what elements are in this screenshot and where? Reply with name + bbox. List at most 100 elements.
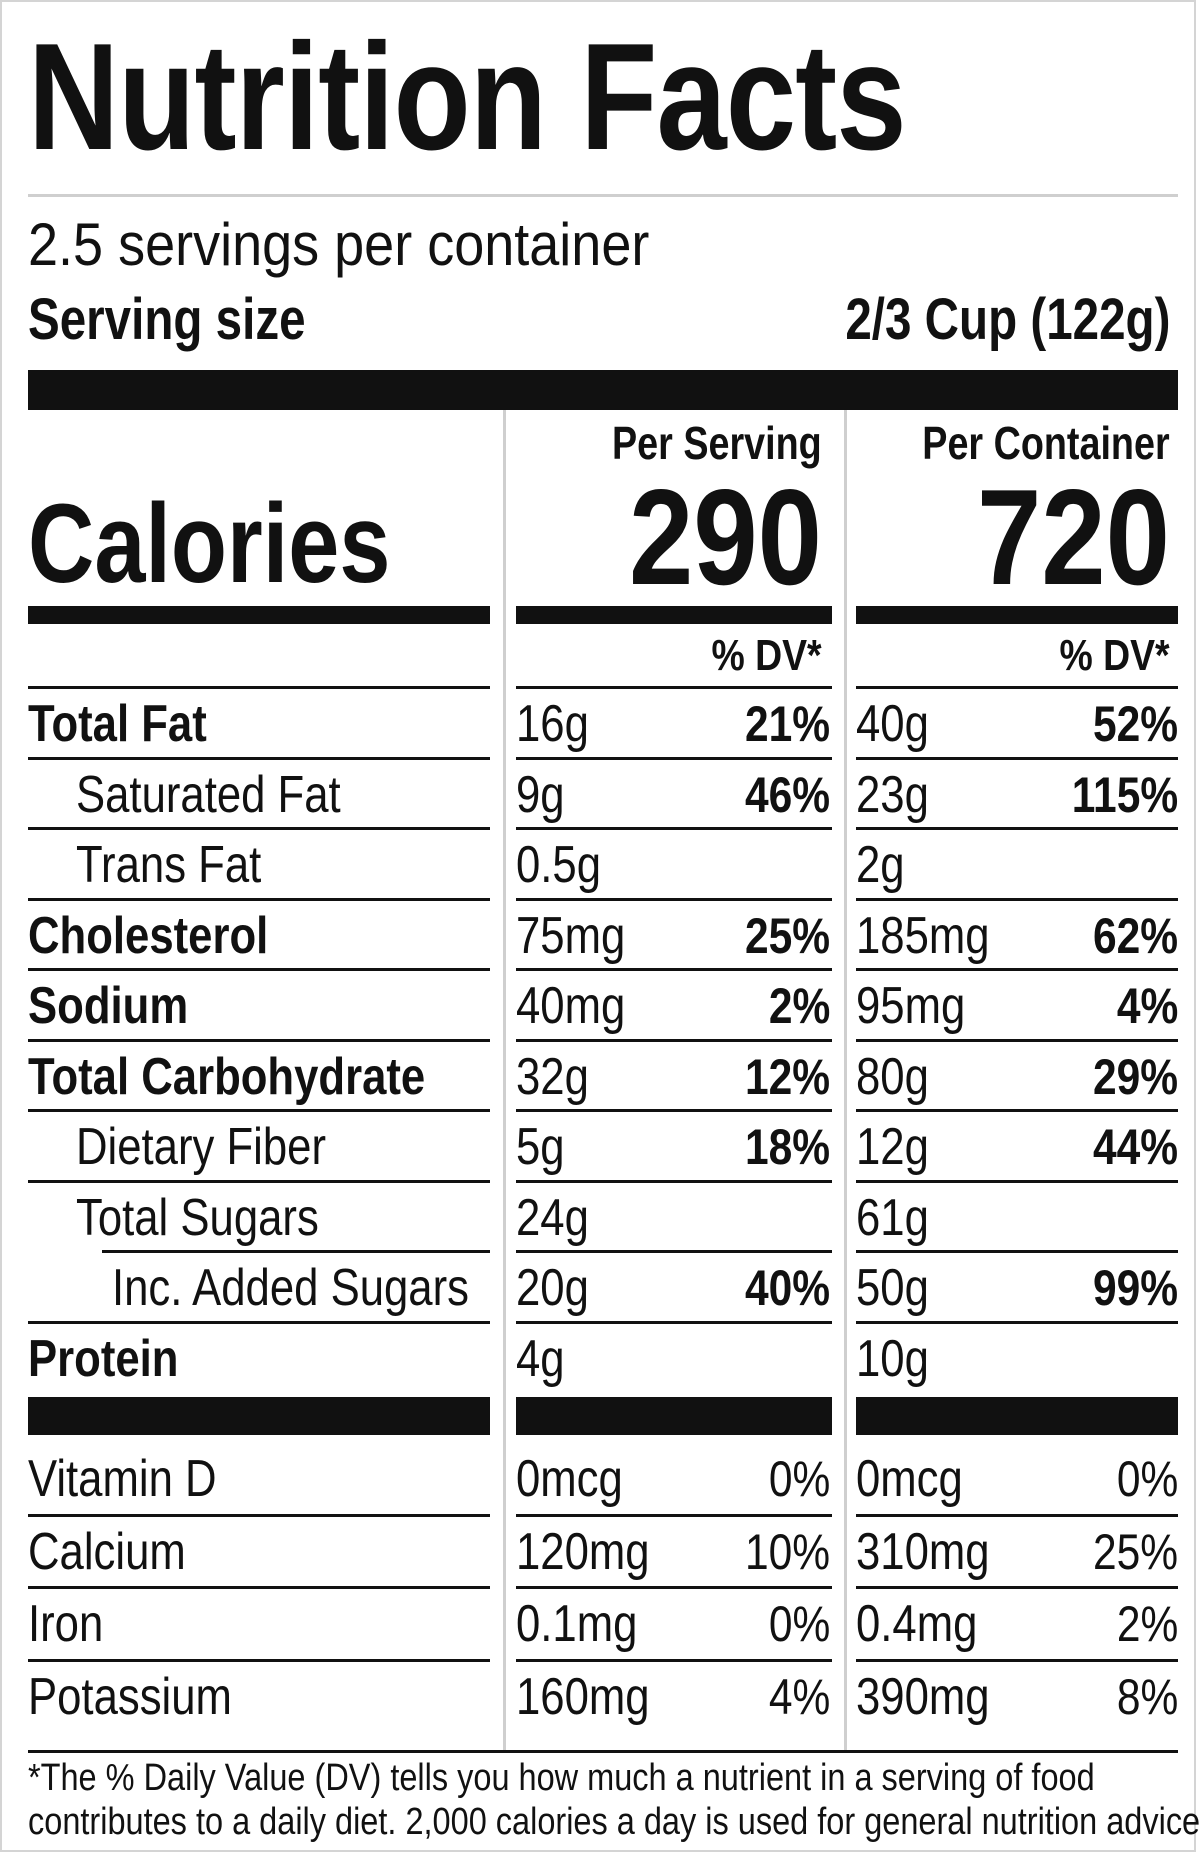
- row-divider-serving: [516, 1320, 832, 1324]
- row-divider-serving: [516, 1658, 832, 1662]
- footnote-line: contributes to a daily diet. 2,000 calor…: [28, 1801, 1200, 1843]
- container-amount: 0.4mg: [856, 1595, 978, 1653]
- nutrient-label: Saturated Fat: [76, 765, 341, 824]
- row-divider-serving: [516, 1109, 832, 1112]
- serving-daily-value: 46%: [744, 766, 830, 823]
- row-divider-serving: [516, 1586, 832, 1589]
- row-divider-serving: [516, 1250, 832, 1253]
- nutrient-row: Inc. Added Sugars 20g 40% 50g 99%: [2, 1254, 1200, 1323]
- row-divider-label: [28, 897, 490, 901]
- nutrient-label: Cholesterol: [28, 906, 269, 965]
- row-divider-serving: [516, 1179, 832, 1183]
- vitamin-label: Vitamin D: [28, 1450, 217, 1508]
- row-divider-label: [28, 756, 490, 760]
- row-divider-container: [856, 1586, 1178, 1589]
- row-divider-container: [856, 1250, 1178, 1253]
- nutrient-label: Inc. Added Sugars: [112, 1259, 469, 1317]
- column-separator-left: [503, 410, 506, 1750]
- serving-amount: 9g: [516, 765, 565, 824]
- serving-daily-value: 12%: [744, 1048, 830, 1105]
- container-amount: 12g: [856, 1118, 929, 1176]
- row-divider-serving: [516, 1513, 832, 1517]
- container-daily-value: 25%: [1092, 1523, 1178, 1580]
- container-daily-value: 2%: [1116, 1596, 1178, 1652]
- serving-size-label: Serving size: [28, 287, 306, 352]
- column-separator-right: [844, 410, 847, 1750]
- row-divider-container: [856, 756, 1178, 760]
- serving-amount: 40mg: [516, 977, 626, 1035]
- row-divider-container: [856, 1320, 1178, 1324]
- container-daily-value: 99%: [1092, 1260, 1178, 1316]
- nutrient-row: Dietary Fiber 5g 18% 12g 44%: [2, 1113, 1200, 1182]
- nutrient-row: Total Fat 16g 21% 40g 52%: [2, 690, 1200, 759]
- container-amount: 390mg: [856, 1667, 990, 1726]
- footnote-line: *The % Daily Value (DV) tells you how mu…: [28, 1757, 1095, 1799]
- serving-amount: 120mg: [516, 1522, 650, 1581]
- nutrient-row: Sodium 40mg 2% 95mg 4%: [2, 972, 1200, 1041]
- container-daily-value: 52%: [1092, 696, 1178, 752]
- serving-daily-value: 4%: [768, 1668, 830, 1725]
- row-divider-label: [28, 1109, 490, 1112]
- serving-amount: 32g: [516, 1047, 589, 1106]
- vitamin-row: Calcium 120mg 10% 310mg 25%: [2, 1518, 1200, 1587]
- container-daily-value: 115%: [1071, 766, 1178, 823]
- nutrient-label: Total Fat: [28, 695, 207, 753]
- container-daily-value: 62%: [1092, 907, 1178, 964]
- servings-per-container: 2.5 servings per container: [28, 211, 650, 278]
- row-divider-container: [856, 1109, 1178, 1112]
- footnote-divider: [28, 1750, 1178, 1753]
- serving-amount: 5g: [516, 1118, 565, 1176]
- serving-size-value: 2/3 Cup (122g): [844, 287, 1170, 352]
- container-amount: 10g: [856, 1329, 929, 1388]
- row-divider-container: [856, 1179, 1178, 1183]
- footnote: *The % Daily Value (DV) tells you how mu…: [28, 1756, 1200, 1844]
- row-divider-container: [856, 1513, 1178, 1517]
- row-divider-label: [28, 968, 490, 971]
- vitamin-section-bar: [516, 1397, 832, 1435]
- vitamin-row: Vitamin D 0mcg 0% 0mcg 0%: [2, 1445, 1200, 1514]
- nutrient-row: Protein 4g 10g: [2, 1325, 1200, 1394]
- serving-amount: 20g: [516, 1259, 589, 1317]
- serving-daily-value: 40%: [744, 1260, 830, 1316]
- row-divider-container: [856, 1658, 1178, 1662]
- row-divider-label: [28, 686, 490, 689]
- vitamin-section-bar: [856, 1397, 1178, 1435]
- container-amount: 23g: [856, 765, 929, 824]
- serving-amount: 160mg: [516, 1667, 650, 1726]
- serving-daily-value: 0%: [768, 1596, 830, 1652]
- nutrient-label: Protein: [28, 1329, 179, 1388]
- row-divider-label: [28, 1586, 490, 1589]
- row-divider-container: [856, 1038, 1178, 1042]
- serving-amount: 0.1mg: [516, 1595, 638, 1653]
- nutrient-label: Dietary Fiber: [76, 1118, 327, 1176]
- serving-daily-value: 2%: [768, 978, 830, 1034]
- vitamin-section-bar: [28, 1397, 490, 1435]
- container-amount: 310mg: [856, 1522, 990, 1581]
- calories-per-serving: 290: [629, 461, 822, 613]
- container-amount: 61g: [856, 1188, 929, 1247]
- row-divider-container: [856, 827, 1178, 830]
- serving-amount: 0.5g: [516, 836, 602, 894]
- container-amount: 0mcg: [856, 1450, 963, 1508]
- container-daily-value: 44%: [1092, 1119, 1178, 1175]
- container-daily-value: 0%: [1116, 1451, 1178, 1507]
- nutrient-label: Total Carbohydrate: [28, 1047, 426, 1106]
- calories-bar-serving: [516, 606, 832, 624]
- container-amount: 185mg: [856, 906, 990, 965]
- serving-daily-value: 25%: [744, 907, 830, 964]
- container-daily-value: 4%: [1116, 978, 1178, 1034]
- row-divider-container: [856, 968, 1178, 971]
- serving-amount: 4g: [516, 1329, 565, 1388]
- row-divider-serving: [516, 827, 832, 830]
- row-divider-label: [102, 1250, 490, 1253]
- container-amount: 40g: [856, 695, 929, 753]
- row-divider-label: [28, 827, 490, 830]
- serving-daily-value: 0%: [768, 1451, 830, 1507]
- title-divider: [28, 194, 1178, 197]
- vitamin-label: Calcium: [28, 1522, 186, 1581]
- serving-daily-value: 10%: [744, 1523, 830, 1580]
- vitamin-label: Iron: [28, 1595, 104, 1653]
- nutrient-row: Saturated Fat 9g 46% 23g 115%: [2, 761, 1200, 830]
- nutrient-label: Sodium: [28, 977, 189, 1035]
